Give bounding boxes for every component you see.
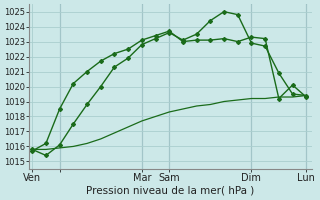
X-axis label: Pression niveau de la mer( hPa ): Pression niveau de la mer( hPa ) [86, 186, 255, 196]
